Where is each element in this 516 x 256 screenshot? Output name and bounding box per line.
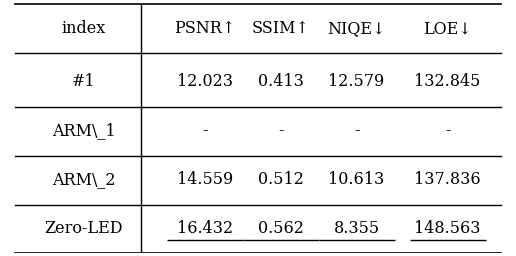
Text: ARM\_1: ARM\_1 — [52, 122, 116, 139]
Text: 12.023: 12.023 — [177, 73, 233, 90]
Text: 148.563: 148.563 — [414, 220, 481, 237]
Text: -: - — [202, 122, 207, 139]
Text: LOE↓: LOE↓ — [423, 20, 472, 37]
Text: 0.413: 0.413 — [258, 73, 304, 90]
Text: 0.512: 0.512 — [258, 171, 304, 188]
Text: SSIM↑: SSIM↑ — [252, 20, 310, 37]
Text: #1: #1 — [72, 73, 95, 90]
Text: -: - — [278, 122, 283, 139]
Text: index: index — [61, 20, 106, 37]
Text: -: - — [445, 122, 450, 139]
Text: ARM\_2: ARM\_2 — [52, 171, 115, 188]
Text: 10.613: 10.613 — [329, 171, 385, 188]
Text: 8.355: 8.355 — [333, 220, 380, 237]
Text: NIQE↓: NIQE↓ — [328, 20, 386, 37]
Text: 137.836: 137.836 — [414, 171, 481, 188]
Text: -: - — [354, 122, 359, 139]
Text: 12.579: 12.579 — [329, 73, 385, 90]
Text: 132.845: 132.845 — [414, 73, 481, 90]
Text: PSNR↑: PSNR↑ — [174, 20, 235, 37]
Text: Zero-LED: Zero-LED — [44, 220, 123, 237]
Text: 0.562: 0.562 — [258, 220, 304, 237]
Text: 14.559: 14.559 — [177, 171, 233, 188]
Text: 16.432: 16.432 — [177, 220, 233, 237]
